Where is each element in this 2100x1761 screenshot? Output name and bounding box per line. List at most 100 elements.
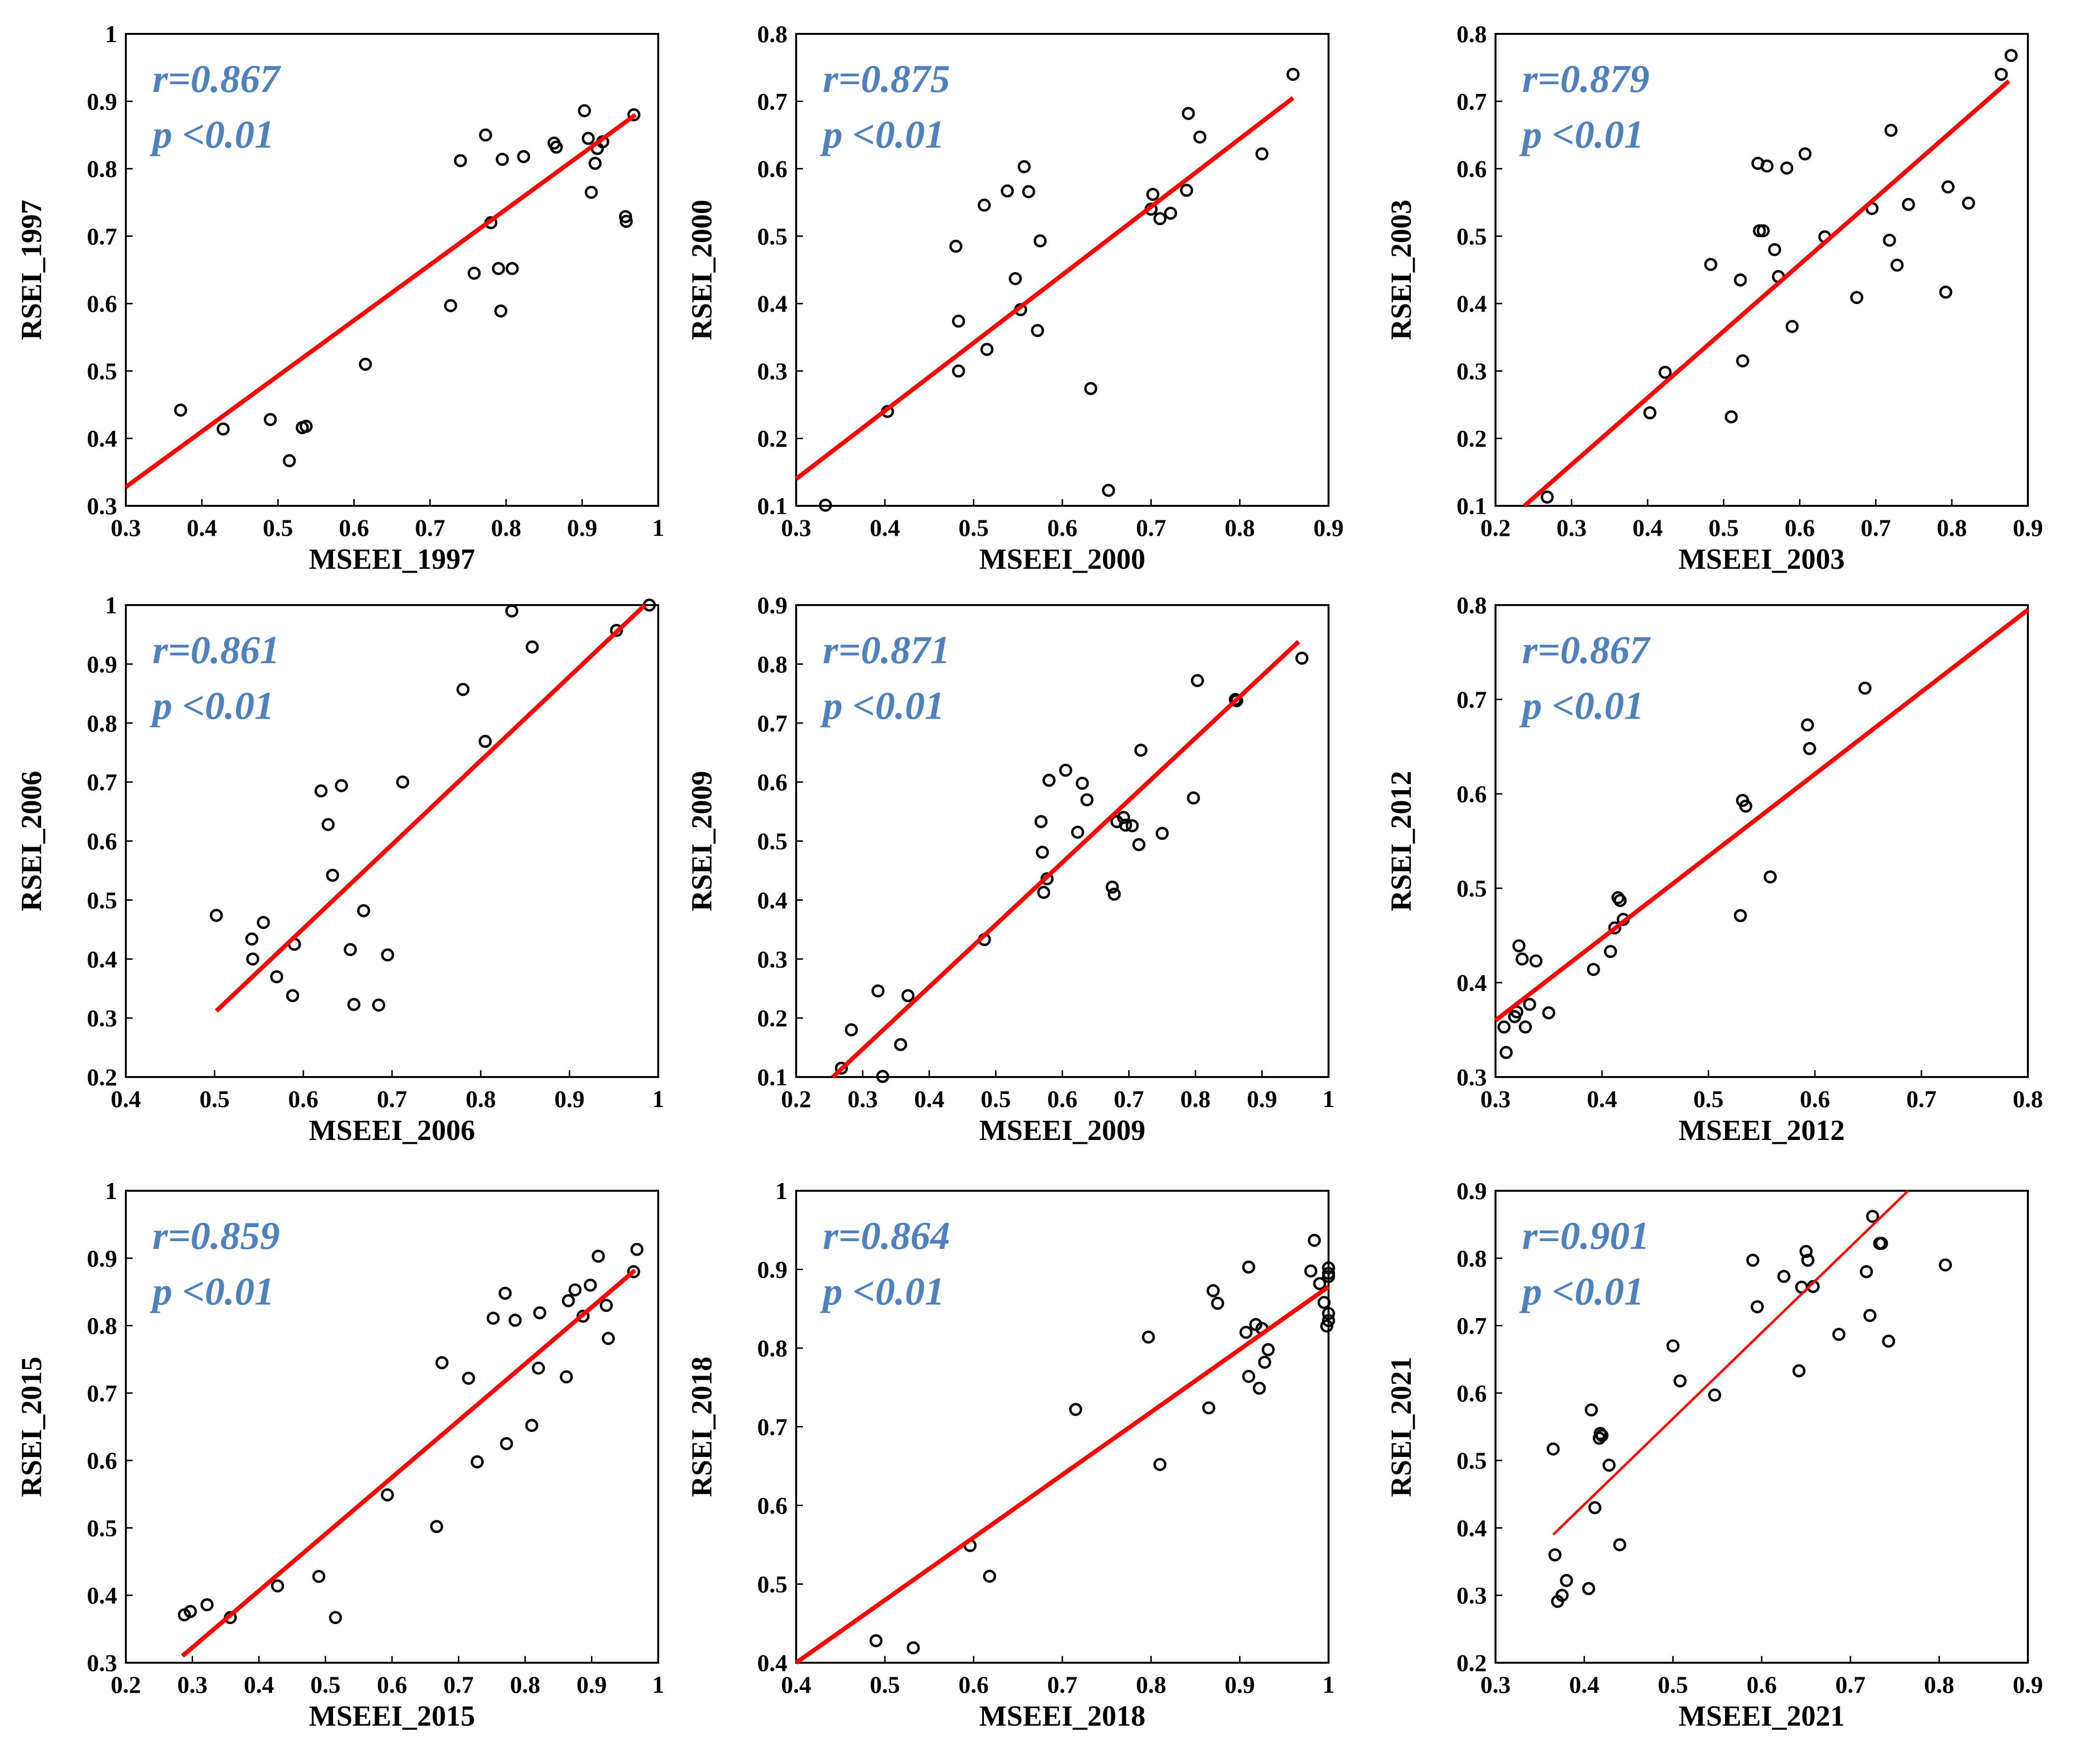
data-point <box>357 904 370 917</box>
data-point <box>1069 1403 1082 1416</box>
x-tick-label: 0.3 <box>1556 514 1587 541</box>
x-tick-label: 0.8 <box>1136 1671 1166 1698</box>
y-tick-label: 0.1 <box>1457 492 1487 519</box>
data-point <box>1125 819 1139 833</box>
x-axis-title: MSEEI_2006 <box>309 1114 475 1146</box>
data-point <box>1643 406 1657 420</box>
y-tick-label: 0.4 <box>1457 969 1487 996</box>
fit-line <box>831 640 1300 1079</box>
data-point <box>1724 410 1738 424</box>
y-tick-label: 0.5 <box>1457 1447 1487 1474</box>
x-tick-label: 0.7 <box>377 1085 408 1112</box>
y-tick-label: 0.8 <box>1457 592 1487 619</box>
data-point <box>1777 1270 1791 1283</box>
data-point <box>1146 188 1160 201</box>
data-point <box>1756 224 1770 238</box>
y-tick-label: 0.2 <box>1457 425 1487 452</box>
correlation-label: r=0.875 <box>823 57 950 101</box>
data-point <box>1017 160 1031 173</box>
data-point <box>1882 1335 1895 1348</box>
data-point <box>1586 963 1600 976</box>
correlation-label: r=0.864 <box>823 1214 950 1258</box>
data-point <box>1515 952 1529 966</box>
data-point <box>2004 49 2018 62</box>
x-tick-label: 0.4 <box>1569 1671 1600 1698</box>
data-point <box>1858 682 1872 695</box>
data-point <box>271 1579 284 1593</box>
x-tick-label: 0.2 <box>111 1671 141 1698</box>
y-tick-label: 0.6 <box>757 769 788 796</box>
y-axis-title: RSEI_2012 <box>1385 771 1417 911</box>
y-tick-label: 0.8 <box>757 651 788 678</box>
x-tick-label: 0.6 <box>1047 1085 1078 1112</box>
data-point <box>380 1488 394 1502</box>
data-point <box>952 314 965 328</box>
data-point <box>1142 1330 1155 1344</box>
x-tick-label: 0.8 <box>491 514 521 541</box>
data-point <box>1519 1020 1532 1034</box>
plot-frame <box>125 1190 659 1664</box>
correlation-label: r=0.861 <box>152 628 280 672</box>
fit-line <box>795 1285 1330 1665</box>
data-point <box>1994 68 2008 81</box>
data-point <box>1832 1328 1845 1341</box>
x-tick-label: 0.7 <box>1136 514 1166 541</box>
y-tick-label: 0.3 <box>757 945 788 972</box>
x-tick-label: 1 <box>1323 1085 1335 1112</box>
y-tick-label: 0.2 <box>87 1063 118 1091</box>
x-tick-label: 0.5 <box>310 1671 341 1698</box>
y-tick-label: 0.7 <box>757 1413 788 1441</box>
data-point <box>589 156 602 170</box>
y-tick-label: 0.4 <box>87 945 118 972</box>
chart-3: 0.2 0.3 0.4 0.5 0.6 0.7 0.8 0.90.10.20.30.40.50… <box>1385 20 2043 575</box>
data-point <box>246 952 259 966</box>
data-point <box>1582 1582 1595 1595</box>
chart-5: 0.2 0.3 0.4 0.5 0.6 0.7 0.8 0.9 10.10.20.30.40.5… <box>686 592 1335 1146</box>
data-point <box>871 984 885 998</box>
x-axis-title: MSEEI_2015 <box>309 1700 475 1732</box>
data-point <box>978 198 991 212</box>
x-tick-label: 0.7 <box>1047 1671 1078 1698</box>
data-point <box>1009 272 1022 286</box>
data-point <box>600 1299 613 1312</box>
data-point <box>257 916 270 929</box>
data-point <box>1164 207 1178 220</box>
data-point <box>1734 273 1747 287</box>
fit-line <box>214 603 647 1013</box>
y-tick-label: 0.4 <box>1457 290 1487 317</box>
x-tick-label: 0.3 <box>781 514 812 541</box>
y-tick-label: 0.9 <box>87 651 118 678</box>
x-tick-label: 0.2 <box>781 1085 812 1112</box>
data-point <box>1286 68 1300 81</box>
data-point <box>1036 846 1049 859</box>
x-tick-label: 0.5 <box>958 514 989 541</box>
data-point <box>283 454 296 468</box>
data-point <box>1322 1267 1335 1280</box>
data-point <box>500 1437 513 1450</box>
data-point <box>591 1249 605 1263</box>
data-point <box>453 154 467 167</box>
data-point <box>1308 1233 1321 1247</box>
fit-line <box>1494 608 2029 1022</box>
x-tick-label: 0.6 <box>1047 514 1078 541</box>
data-point <box>576 1309 590 1323</box>
x-tick-label: 0.7 <box>1114 1085 1144 1112</box>
y-axis-title: RSEI_2018 <box>686 1356 718 1497</box>
x-axis-title: MSEEI_2009 <box>979 1114 1145 1146</box>
data-point <box>264 413 277 426</box>
data-point <box>1939 1258 1952 1272</box>
data-point <box>486 1311 500 1325</box>
y-tick-label: 0.3 <box>1457 1582 1487 1609</box>
y-tick-label: 0.3 <box>87 1649 118 1676</box>
data-point <box>505 604 518 618</box>
x-tick-label: 0.4 <box>244 1671 274 1698</box>
y-tick-label: 0.6 <box>1457 780 1487 807</box>
data-point <box>1799 1245 1813 1258</box>
y-tick-label: 0.6 <box>87 290 118 317</box>
data-point <box>1673 1374 1687 1388</box>
data-point <box>1042 774 1056 787</box>
data-point <box>835 1062 848 1075</box>
data-point <box>1071 825 1085 839</box>
x-tick-label: 0.5 <box>1693 1085 1724 1112</box>
x-tick-label: 1 <box>652 514 665 541</box>
